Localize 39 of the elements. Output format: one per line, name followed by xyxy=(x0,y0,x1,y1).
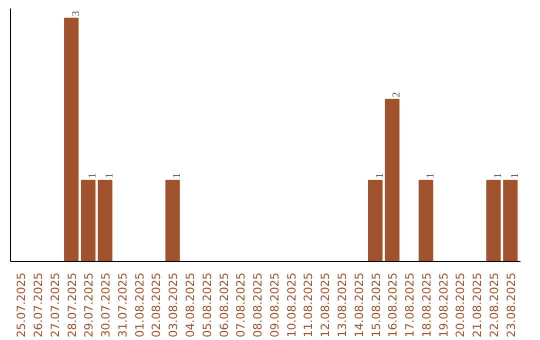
x-tick-label: 23.08.2025 xyxy=(504,272,518,338)
x-tick-label: 20.08.2025 xyxy=(453,272,468,338)
x-tick-label: 27.07.2025 xyxy=(48,272,62,338)
x-tick-label: 09.08.2025 xyxy=(267,272,282,338)
x-tick-label: 25.07.2025 xyxy=(14,272,28,338)
data-label: 2 xyxy=(392,92,403,98)
x-tick-label: 28.07.2025 xyxy=(64,272,79,338)
x-tick-label: 15.08.2025 xyxy=(368,272,383,338)
x-tick-label: 03.08.2025 xyxy=(166,272,180,338)
x-tick-label: 01.08.2025 xyxy=(132,272,146,338)
data-label: 1 xyxy=(88,173,99,178)
x-tick-label: 14.08.2025 xyxy=(352,272,366,338)
x-tick-label: 26.07.2025 xyxy=(31,272,46,338)
data-label: 1 xyxy=(492,173,504,178)
data-label: 1 xyxy=(172,173,184,178)
x-tick-label: 30.07.2025 xyxy=(98,272,113,338)
data-label: 1 xyxy=(510,173,521,178)
x-tick-label: 17.08.2025 xyxy=(402,272,417,338)
x-tick-label: 19.08.2025 xyxy=(436,272,450,338)
data-label: 1 xyxy=(104,173,116,178)
x-tick-label: 10.08.2025 xyxy=(284,272,298,338)
x-tick-label: 06.08.2025 xyxy=(216,272,231,338)
data-label: 1 xyxy=(425,173,436,178)
x-tick-label: 29.07.2025 xyxy=(82,272,96,338)
x-tick-label: 08.08.2025 xyxy=(250,272,265,338)
x-tick-label: 16.08.2025 xyxy=(386,272,400,338)
x-tick-label: 04.08.2025 xyxy=(183,272,198,338)
x-tick-label: 18.08.2025 xyxy=(419,272,434,338)
x-tick-label: 05.08.2025 xyxy=(200,272,214,338)
data-label: 1 xyxy=(374,173,386,178)
x-tick-label: 02.08.2025 xyxy=(149,272,164,338)
x-tick-label: 12.08.2025 xyxy=(318,272,332,338)
x-tick-label: 07.08.2025 xyxy=(234,272,248,338)
x-tick-label: 22.08.2025 xyxy=(486,272,501,338)
x-tick-label: 13.08.2025 xyxy=(334,272,349,338)
x-tick-label: 21.08.2025 xyxy=(470,272,484,338)
x-tick-label: 11.08.2025 xyxy=(301,272,316,338)
x-tick-label: 31.07.2025 xyxy=(115,272,130,338)
data-label: 3 xyxy=(70,10,82,16)
